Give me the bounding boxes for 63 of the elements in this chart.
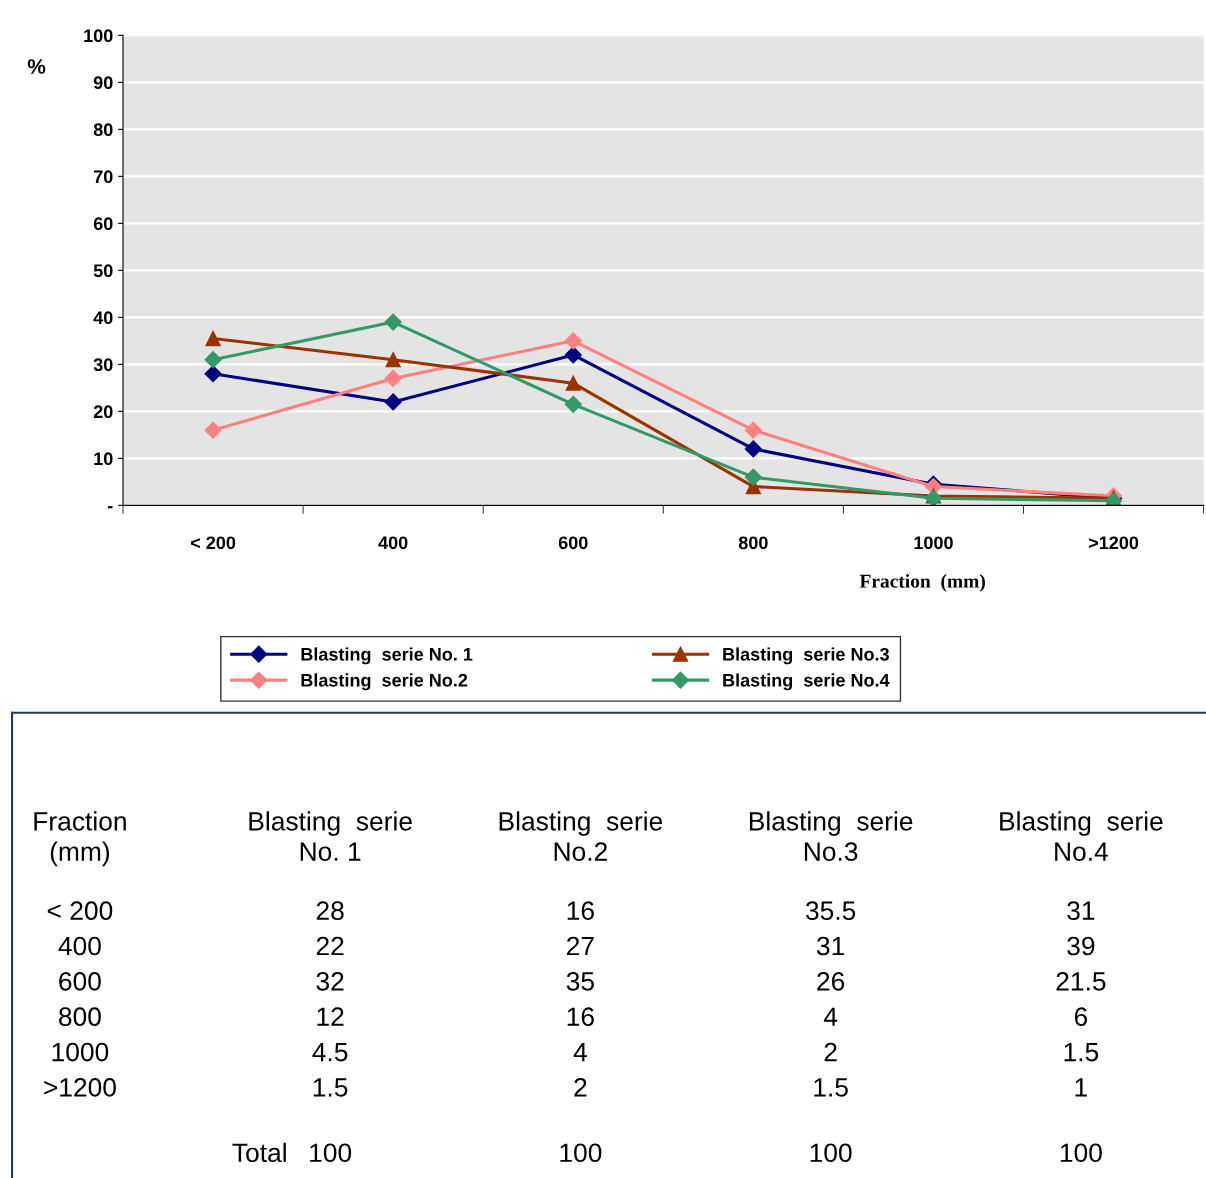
y-tick-label: 80 (93, 123, 113, 137)
data-label: 100 (810, 1143, 852, 1163)
data-label: 21.5 (1056, 972, 1106, 991)
legend-label: Blasting serie No.2 (301, 673, 468, 691)
data-label: 27 (567, 936, 594, 956)
data-label: 4.5 (312, 1042, 348, 1062)
data-label: 31 (1067, 901, 1095, 921)
data-label: 4 (573, 1042, 587, 1062)
data-label: 1.5 (814, 1078, 848, 1097)
data-label: 39 (1067, 936, 1095, 956)
data-label: 2 (574, 1078, 587, 1097)
x-tick-label: Blasting serie No.2 (499, 811, 663, 861)
data-label: 12 (317, 1007, 344, 1026)
legend-label: Blasting serie No.4 (723, 673, 890, 691)
legend-label: Blasting serie No. 1 (301, 647, 473, 665)
y-tick-label: - (107, 506, 113, 509)
data-label: 4 (823, 1007, 838, 1026)
x-tick-label: 600 (558, 536, 588, 550)
y-tick-label: 10 (94, 452, 113, 466)
y-axis-title: % (27, 59, 46, 74)
x-tick-label: Blasting serie No. 1 (249, 811, 412, 861)
y-tick-label: >1200 (44, 1078, 116, 1097)
y-tick-label: 50 (93, 264, 113, 278)
data-label: 28 (316, 901, 344, 921)
y-axis-title: Fraction (mm) (34, 811, 126, 867)
y-tick-label: 1000 (52, 1042, 109, 1062)
y-tick-label: 40 (93, 311, 113, 325)
data-label: 16 (567, 1007, 594, 1027)
data-label: 35.5 (805, 901, 856, 921)
data-label: 35 (566, 972, 594, 991)
x-tick-label: Blasting serie No.3 (749, 811, 913, 861)
x-axis-title: Fraction (mm) (859, 574, 985, 592)
data-label: 100 (310, 1143, 352, 1163)
y-tick-label: 800 (59, 1007, 101, 1027)
y-tick-label: 20 (93, 405, 113, 419)
data-label: 100 (1060, 1143, 1102, 1163)
data-label: 1 (1075, 1078, 1087, 1097)
data-label: 16 (567, 901, 594, 921)
data-label: 1.5 (313, 1078, 348, 1097)
x-tick-label: >1200 (1088, 536, 1139, 550)
data-label: 22 (316, 936, 344, 956)
data-label: 100 (560, 1143, 602, 1163)
data-label: 2 (824, 1042, 837, 1062)
x-tick-label: Blasting serie No.4 (1000, 811, 1163, 861)
y-tick-label: 100 (84, 29, 113, 43)
x-tick-label: < 200 (190, 536, 236, 550)
data-label: 31 (816, 936, 845, 956)
data-label: 1.5 (1064, 1042, 1099, 1062)
x-tick-label: 1000 (914, 536, 953, 550)
y-tick-label: 30 (93, 358, 113, 372)
data-label: 32 (316, 972, 344, 991)
y-tick-label: < 200 (47, 901, 113, 921)
y-tick-label: 400 (58, 936, 101, 956)
y-tick-label: 60 (93, 217, 113, 231)
y-tick-label: 70 (93, 170, 113, 184)
y-tick-label: 90 (93, 76, 113, 90)
legend-label: Blasting serie No.3 (723, 647, 889, 665)
annotation: Total (232, 1142, 286, 1163)
x-tick-label: 400 (378, 536, 408, 550)
data-label: 6 (1074, 1007, 1088, 1027)
x-tick-label: 800 (738, 536, 768, 550)
data-label: 26 (817, 972, 845, 991)
y-tick-label: 600 (59, 972, 101, 991)
